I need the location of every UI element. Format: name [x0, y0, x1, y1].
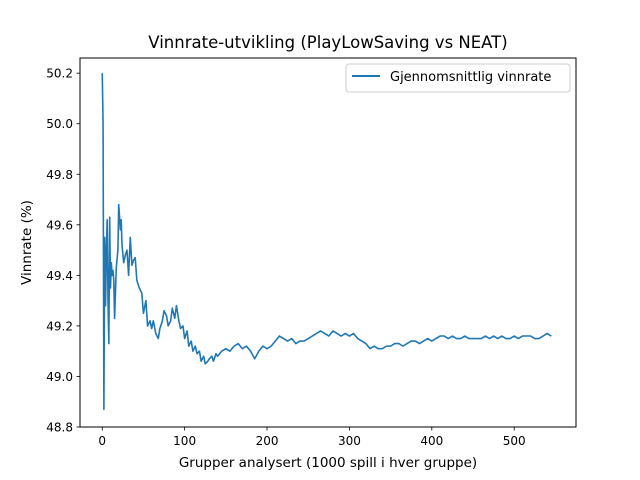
y-tick-label: 49.4: [46, 269, 73, 283]
x-axis-label: Grupper analysert (1000 spill i hver gru…: [179, 455, 477, 471]
y-tick-label: 50.0: [46, 117, 73, 131]
legend-label: Gjennomsnittlig vinnrate: [390, 70, 551, 85]
x-tick-label: 300: [338, 434, 361, 448]
x-tick-label: 500: [503, 434, 526, 448]
y-tick-label: 48.8: [46, 421, 73, 435]
x-tick-label: 400: [420, 434, 443, 448]
series-line: [101, 73, 552, 411]
x-tick-label: 0: [98, 434, 106, 448]
x-tick-label: 200: [256, 434, 279, 448]
y-tick-label: 49.8: [46, 168, 73, 182]
x-axis-ticks: 0 100 200 300 400 500: [98, 427, 526, 448]
x-tick-label: 100: [173, 434, 196, 448]
legend: Gjennomsnittlig vinnrate: [345, 63, 571, 93]
y-axis-ticks: 48.8 49.0 49.2 49.4 49.6 49.8 50.0 50.2: [46, 67, 80, 435]
legend-box: [345, 63, 571, 93]
y-tick-label: 49.6: [46, 218, 73, 232]
y-tick-label: 49.0: [46, 370, 73, 384]
chart-title: Vinnrate-utvikling (PlayLowSaving vs NEA…: [148, 33, 507, 52]
y-tick-label: 50.2: [46, 67, 73, 81]
y-axis-label: Vinnrate (%): [19, 200, 35, 285]
plot-content: [101, 73, 552, 411]
y-tick-label: 49.2: [46, 319, 73, 333]
plot-frame: [79, 57, 577, 428]
